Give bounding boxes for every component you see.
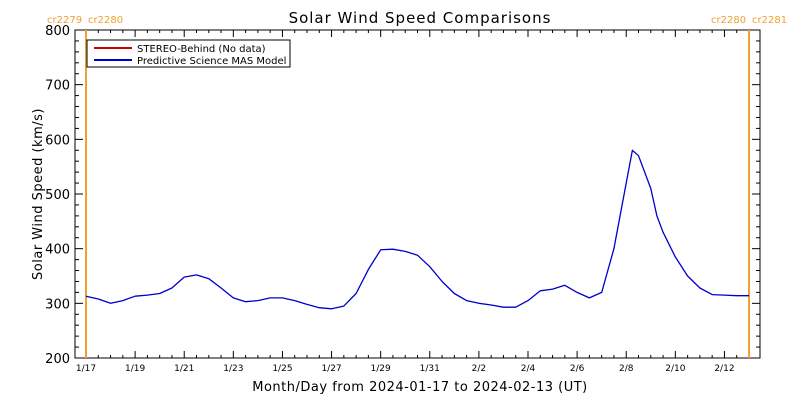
x-tick-label: 2/10 — [665, 364, 685, 374]
carrington-label-right-1: cr2280 — [711, 15, 746, 26]
x-tick-label: 2/4 — [521, 364, 536, 374]
series-layer — [85, 149, 749, 310]
legend-label-stereo: STEREO-Behind (No data) — [137, 44, 266, 55]
x-tick-label: 1/27 — [321, 364, 341, 374]
x-tick-label: 1/29 — [371, 364, 391, 374]
y-axis: 200 300 400 500 600 700 800 — [45, 24, 760, 367]
y-axis-label: Solar Wind Speed (km/s) — [31, 108, 46, 280]
x-tick-label: 2/6 — [570, 364, 585, 374]
x-tick-label: 1/23 — [223, 364, 243, 374]
legend-label-mas: Predictive Science MAS Model — [137, 56, 286, 67]
y-tick-label: 200 — [45, 352, 70, 367]
x-tick-label: 1/25 — [272, 364, 292, 374]
legend-box — [86, 39, 291, 68]
y-tick-label: 800 — [45, 24, 70, 39]
x-tick-label: 1/17 — [76, 364, 96, 374]
y-tick-label: 400 — [45, 243, 70, 258]
y-tick-label: 600 — [45, 133, 70, 148]
x-tick-label: 1/21 — [174, 364, 194, 374]
x-axis-label: Month/Day from 2024-01-17 to 2024-02-13 … — [252, 380, 587, 395]
series-line-1 — [85, 149, 749, 310]
carrington-label-left-2: cr2280 — [88, 15, 123, 26]
y-tick-label: 700 — [45, 79, 70, 94]
y-tick-label: 300 — [45, 297, 70, 312]
carrington-label-left-1: cr2279 — [47, 15, 82, 26]
x-axis: 1/17 1/19 1/21 1/23 1/25 1/27 1/29 1/31 2/2 2/4 2/… — [76, 30, 750, 374]
x-tick-label: 2/2 — [472, 364, 486, 374]
chart-title: Solar Wind Speed Comparisons — [289, 9, 552, 27]
carrington-label-right-2: cr2281 — [752, 15, 787, 26]
x-tick-label: 2/12 — [714, 364, 734, 374]
x-tick-label: 1/19 — [125, 364, 145, 374]
legend: STEREO-Behind (No data) Predictive Scien… — [86, 39, 291, 68]
x-tick-label: 1/31 — [420, 364, 440, 374]
y-tick-label: 500 — [45, 188, 70, 203]
plot-frame — [74, 29, 761, 359]
x-tick-label: 2/8 — [619, 364, 634, 374]
